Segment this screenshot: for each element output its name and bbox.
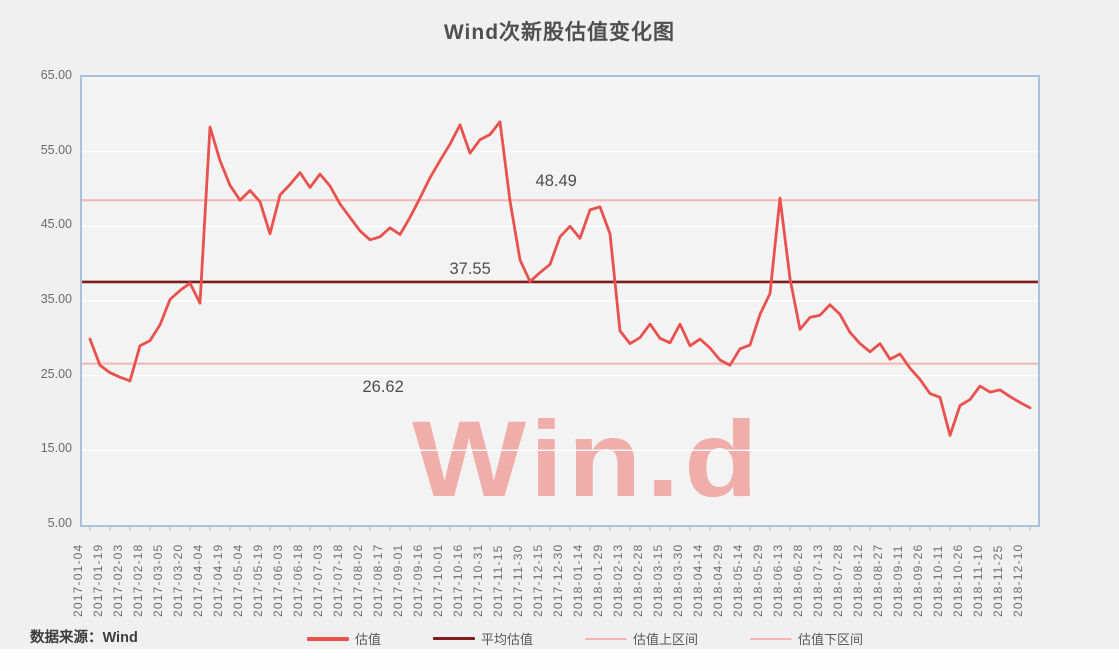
data-source-label: 数据来源：Wind [30, 630, 138, 646]
x-tick-label: 2017-03-05 [151, 543, 165, 617]
x-tick-label: 2018-12-10 [1011, 543, 1025, 617]
x-tick-label: 2018-04-29 [711, 543, 725, 617]
y-tick-label: 35.00 [40, 292, 72, 306]
x-tick-label: 2018-07-28 [831, 543, 845, 617]
legend-item: 估值上区间 [585, 629, 698, 648]
x-tick-label: 2018-02-28 [631, 543, 645, 617]
x-tick-label: 2018-09-11 [891, 544, 905, 618]
x-tick-label: 2017-08-17 [371, 543, 385, 617]
legend-swatch [432, 637, 475, 640]
legend-item: 平均估值 [432, 629, 533, 648]
x-tick-label: 2017-10-01 [431, 543, 445, 617]
x-tick-label: 2017-05-19 [251, 543, 265, 617]
chart-title: Wind次新股估值变化图 [443, 21, 676, 44]
x-tick-label: 2017-09-16 [411, 543, 425, 617]
legend-item: 估值下区间 [750, 629, 863, 648]
y-tick-label: 15.00 [40, 441, 72, 456]
x-tick-label: 2018-07-13 [811, 543, 825, 617]
y-tick-label: 25.00 [40, 366, 72, 381]
legend-swatch [306, 636, 349, 641]
bottom-margin [0, 649, 1119, 671]
y-tick-label: 55.00 [40, 142, 72, 157]
x-tick-label: 2018-08-27 [871, 543, 885, 617]
valuation-series-line [88, 120, 1032, 437]
x-tick-label: 2017-06-03 [271, 543, 285, 617]
reference-value-label: 48.49 [535, 172, 577, 191]
legend-swatch [585, 637, 627, 640]
x-tick-label: 2017-09-01 [391, 543, 405, 617]
plot-area: Win.d 48.49 37.55 26.62 [80, 75, 1040, 530]
wind-watermark: Win.d [412, 398, 763, 519]
x-tick-label: 2017-10-16 [451, 543, 465, 617]
legend-swatch [750, 637, 793, 640]
legend-label: 平均估值 [480, 632, 533, 647]
reference-value-label: 37.55 [449, 259, 491, 278]
x-tick-label: 2018-08-12 [851, 543, 865, 617]
x-tick-label: 2018-11-25 [991, 544, 1005, 618]
x-tick-label: 2017-12-30 [551, 543, 565, 617]
x-tick-label: 2018-06-28 [791, 543, 805, 617]
x-tick-label: 2018-06-13 [771, 543, 785, 617]
x-tick-label: 2017-06-18 [291, 543, 305, 617]
x-tick-label: 2017-04-19 [211, 543, 225, 617]
x-tick-label: 2018-10-26 [951, 543, 965, 617]
x-tick-label: 2018-03-15 [651, 543, 665, 617]
x-tick-label: 2017-01-04 [71, 543, 85, 617]
x-tick-label: 2017-01-19 [91, 543, 105, 617]
x-tick-label: 2018-11-10 [971, 544, 985, 618]
legend-item: 估值 [306, 629, 381, 648]
reference-value-label: 26.62 [362, 377, 404, 396]
x-tick-label: 2018-09-26 [911, 543, 925, 617]
x-tick-label: 2017-07-18 [331, 543, 345, 617]
x-tick-label: 2018-05-14 [731, 543, 745, 617]
chart-svg [82, 120, 1038, 530]
x-tick-label: 2017-04-04 [191, 543, 205, 617]
x-tick-label: 2017-05-04 [231, 543, 245, 617]
y-tick-label: 45.00 [40, 217, 72, 232]
x-tick-label: 2017-02-03 [111, 543, 125, 617]
x-tick-label: 2018-03-30 [671, 543, 685, 617]
x-tick-label: 2018-04-14 [691, 543, 705, 617]
x-tick-label: 2017-11-15 [491, 544, 505, 618]
y-tick-label: 65.00 [40, 68, 72, 82]
x-tick-label: 2018-05-29 [751, 543, 765, 617]
legend-label: 估值下区间 [798, 632, 864, 647]
legend-label: 估值 [354, 632, 381, 647]
x-tick-label: 2017-03-20 [171, 543, 185, 617]
x-tick-label: 2017-08-02 [351, 543, 365, 617]
x-tick-label: 2017-12-15 [531, 543, 545, 617]
x-tick-label: 2018-02-13 [611, 543, 625, 617]
y-tick-label: 5.00 [47, 516, 72, 530]
legend-label: 估值上区间 [633, 632, 699, 647]
chart-canvas: Wind次新股估值变化图 65.00 55.00 45.00 35.00 25.00 15… [0, 0, 1119, 649]
x-tick-label: 2017-07-03 [311, 543, 325, 617]
x-tick-label: 2018-01-29 [591, 543, 605, 617]
x-tick-label: 2017-02-18 [131, 543, 145, 617]
legend: 估值 平均估值 估值上区间 估值下区间 [306, 629, 863, 648]
x-tick-label: 2018-01-14 [571, 543, 585, 617]
x-tick-label: 2017-11-30 [511, 544, 525, 618]
x-tick-label: 2017-10-31 [471, 543, 485, 617]
x-axis: 2017-01-04 2017-01-19 2017-02-03 2017-02-18… [71, 532, 1040, 624]
x-tick-label: 2018-10-11 [931, 544, 945, 618]
